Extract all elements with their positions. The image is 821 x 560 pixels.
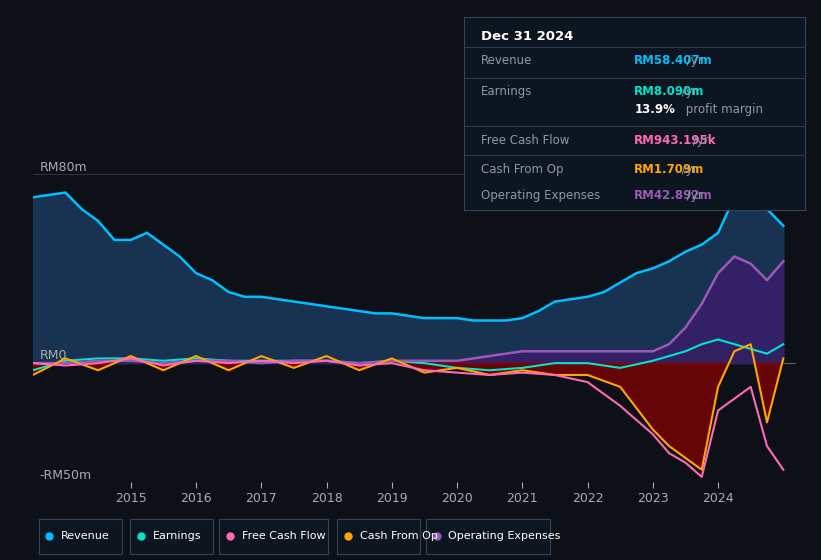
Text: Earnings: Earnings: [153, 531, 201, 541]
Text: RM42.892m: RM42.892m: [635, 189, 713, 202]
FancyBboxPatch shape: [426, 519, 550, 554]
Text: Revenue: Revenue: [62, 531, 110, 541]
Text: 13.9%: 13.9%: [635, 103, 675, 116]
FancyBboxPatch shape: [219, 519, 328, 554]
FancyBboxPatch shape: [131, 519, 213, 554]
Text: Cash From Op: Cash From Op: [360, 531, 438, 541]
Text: Earnings: Earnings: [481, 85, 532, 97]
Text: RM0: RM0: [39, 349, 67, 362]
Text: profit margin: profit margin: [682, 103, 763, 116]
Text: Cash From Op: Cash From Op: [481, 163, 563, 176]
Text: Revenue: Revenue: [481, 54, 532, 67]
Text: RM1.709m: RM1.709m: [635, 163, 704, 176]
Text: /yr: /yr: [689, 134, 709, 147]
Text: /yr: /yr: [683, 189, 703, 202]
Text: -RM50m: -RM50m: [39, 469, 91, 482]
Text: Dec 31 2024: Dec 31 2024: [481, 30, 573, 43]
Text: Operating Expenses: Operating Expenses: [481, 189, 600, 202]
Text: RM80m: RM80m: [39, 161, 87, 174]
FancyBboxPatch shape: [337, 519, 420, 554]
Text: RM8.090m: RM8.090m: [635, 85, 704, 97]
Text: Operating Expenses: Operating Expenses: [448, 531, 561, 541]
Text: RM943.195k: RM943.195k: [635, 134, 717, 147]
Text: Free Cash Flow: Free Cash Flow: [481, 134, 569, 147]
Text: /yr: /yr: [678, 85, 698, 97]
Text: /yr: /yr: [678, 163, 698, 176]
FancyBboxPatch shape: [39, 519, 122, 554]
Text: /yr: /yr: [683, 54, 703, 67]
Text: Free Cash Flow: Free Cash Flow: [241, 531, 325, 541]
Text: RM58.407m: RM58.407m: [635, 54, 713, 67]
